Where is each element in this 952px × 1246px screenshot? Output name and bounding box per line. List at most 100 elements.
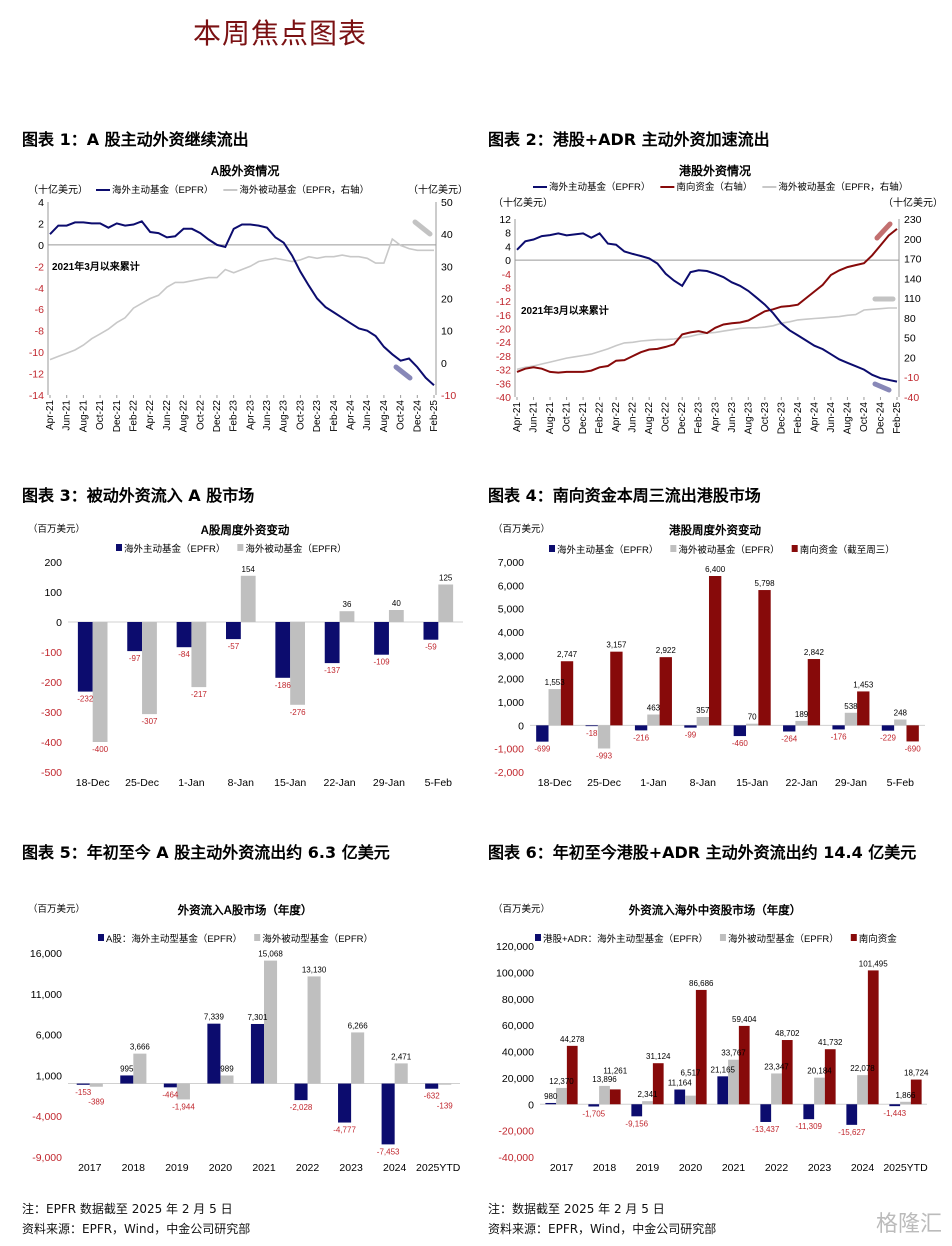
right-tick-label: 50 <box>904 333 916 345</box>
x-tick-label: 1-Jan <box>178 777 204 789</box>
right-tick-label: 40 <box>441 229 453 241</box>
bar <box>674 1089 686 1105</box>
legend-label: 海外主动基金（EPFR） <box>549 181 650 193</box>
data-label: 86,686 <box>689 979 714 988</box>
bar <box>290 622 305 705</box>
data-label: 21,165 <box>711 1065 736 1074</box>
right-tick-label: 200 <box>904 234 922 246</box>
data-label: -13,437 <box>752 1125 780 1134</box>
left-tick-label: 4 <box>38 197 44 209</box>
y-axis-unit: （百万美元） <box>28 903 85 915</box>
x-tick-label: 18-Dec <box>76 777 110 789</box>
data-label: -109 <box>374 658 391 667</box>
line-chart-svg: A股外资情况 （十亿美元） （十亿美元） 海外主动基金（EPFR） 海外被动基金（EPF… <box>28 163 468 433</box>
data-label: 6,266 <box>348 1021 369 1030</box>
data-label: 33,767 <box>721 1049 746 1058</box>
right-tick-label: -10 <box>904 372 919 384</box>
legend-swatch <box>116 544 122 551</box>
data-label: -217 <box>191 690 208 699</box>
trend-arrow-icon <box>874 221 893 241</box>
annotation: 2021年3月以来累计 <box>52 260 140 273</box>
right-tick-label: 10 <box>441 326 453 338</box>
y-tick-label: -100 <box>41 647 62 659</box>
data-label: -389 <box>88 1098 105 1107</box>
x-tick-label: Feb-24 <box>329 400 340 432</box>
bar <box>338 1083 352 1123</box>
series-line <box>516 228 898 374</box>
bar <box>881 725 895 731</box>
data-label: -1,705 <box>582 1109 605 1118</box>
chart-4-heading: 图表 4：南向资金本周三流出港股市场 <box>488 486 761 505</box>
data-label: 12,370 <box>549 1077 574 1086</box>
y-tick-label: 40,000 <box>502 1047 534 1059</box>
bar <box>760 1104 772 1122</box>
bar <box>900 1101 911 1105</box>
chart-2-heading: 图表 2：港股+ADR 主动外资加速流出 <box>488 130 770 149</box>
y-tick-label: 20,000 <box>502 1073 534 1085</box>
x-tick-label: Apr-21 <box>45 400 56 430</box>
chart-a-share-foreign-flows: A股外资情况 （十亿美元） （十亿美元） 海外主动基金（EPFR） 海外被动基金（EPF… <box>20 160 470 440</box>
x-tick-label: Apr-24 <box>809 402 820 432</box>
bar <box>599 1085 610 1105</box>
data-label: -9,156 <box>625 1119 648 1128</box>
bar <box>814 1077 825 1105</box>
data-label: 6,400 <box>705 565 726 574</box>
bar <box>906 725 919 742</box>
x-tick-label: Jun-23 <box>262 400 273 431</box>
x-tick-label: 2021 <box>252 1162 276 1174</box>
data-label: -99 <box>685 731 697 740</box>
x-tick-label: 1-Jan <box>640 777 666 789</box>
bar <box>191 622 207 688</box>
data-label: 31,124 <box>646 1052 671 1061</box>
trend-arrow-icon <box>872 381 892 393</box>
data-label: -232 <box>77 695 94 704</box>
bar <box>609 1089 621 1105</box>
bar <box>207 1023 221 1084</box>
left-tick-label: -36 <box>496 378 511 390</box>
x-tick-label: Feb-23 <box>694 402 705 434</box>
chart-5-heading: 图表 5：年初至今 A 股主动外资流出约 6.3 亿美元 <box>22 843 390 862</box>
x-tick-label: Jun-21 <box>62 400 73 431</box>
x-tick-label: Feb-24 <box>793 402 804 434</box>
x-tick-label: Oct-21 <box>95 400 106 430</box>
data-label: 40 <box>392 599 401 608</box>
left-tick-label: 12 <box>499 214 511 226</box>
data-label: -276 <box>290 708 307 717</box>
data-label: -4,777 <box>333 1126 356 1135</box>
data-label: 125 <box>439 574 453 583</box>
x-tick-label: 5-Feb <box>887 777 915 789</box>
data-label: 36 <box>343 600 352 609</box>
bar <box>585 725 598 727</box>
bar <box>910 1079 922 1105</box>
bar <box>374 622 389 655</box>
x-tick-label: Feb-25 <box>429 400 440 432</box>
x-tick-label: Jun-22 <box>628 402 639 433</box>
chart-title: A股外资情况 <box>211 163 280 178</box>
bar <box>133 1053 147 1084</box>
data-label: 22,078 <box>850 1064 875 1073</box>
x-tick-label: Jun-22 <box>162 400 173 431</box>
x-tick-label: Dec-22 <box>212 400 223 433</box>
bar <box>659 657 672 726</box>
right-tick-label: 50 <box>441 197 453 209</box>
data-label: -57 <box>228 642 240 651</box>
data-label: 13,896 <box>592 1075 617 1084</box>
y-tick-label: 11,000 <box>31 989 62 1001</box>
bar <box>746 723 759 726</box>
left-axis-unit: （十亿美元） <box>28 183 88 196</box>
bar <box>339 611 355 622</box>
x-tick-label: 2018 <box>122 1162 146 1174</box>
x-tick-label: Jun-23 <box>727 402 738 433</box>
x-tick-label: 2019 <box>165 1162 189 1174</box>
left-tick-label: 0 <box>505 255 511 267</box>
bar <box>566 1045 578 1105</box>
bar <box>324 622 340 664</box>
y-tick-label: 100,000 <box>496 967 534 979</box>
bar <box>803 1104 815 1120</box>
left-tick-label: -24 <box>496 337 511 349</box>
y-tick-label: -20,000 <box>498 1126 534 1138</box>
bar <box>545 1102 557 1105</box>
bar <box>381 1083 395 1145</box>
data-label: 463 <box>647 704 661 713</box>
y-tick-label: 80,000 <box>502 994 534 1006</box>
